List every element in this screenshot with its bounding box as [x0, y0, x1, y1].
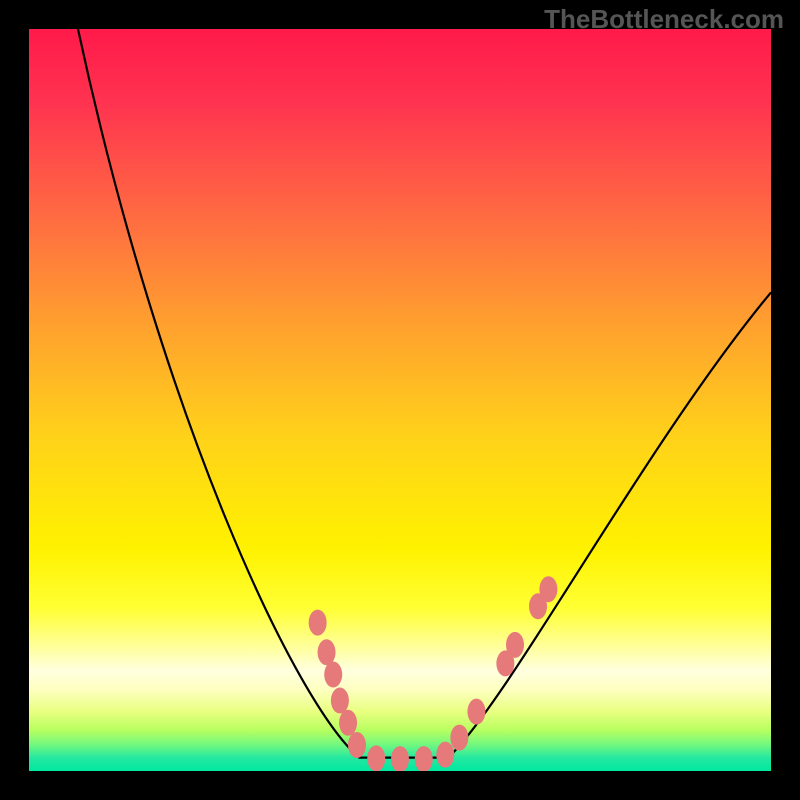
data-marker [436, 742, 454, 768]
watermark-text: TheBottleneck.com [544, 4, 784, 35]
data-marker [506, 632, 524, 658]
data-marker [331, 688, 349, 714]
plot-area [29, 29, 771, 771]
data-marker [367, 745, 385, 771]
bottleneck-curve [78, 29, 771, 758]
data-marker [348, 732, 366, 758]
data-marker [415, 746, 433, 771]
data-marker [539, 576, 557, 602]
data-marker [450, 725, 468, 751]
data-marker [391, 746, 409, 771]
data-marker [339, 710, 357, 736]
chart-svg [29, 29, 771, 771]
data-marker [318, 639, 336, 665]
data-marker [324, 662, 342, 688]
data-marker [309, 610, 327, 636]
data-marker [467, 699, 485, 725]
